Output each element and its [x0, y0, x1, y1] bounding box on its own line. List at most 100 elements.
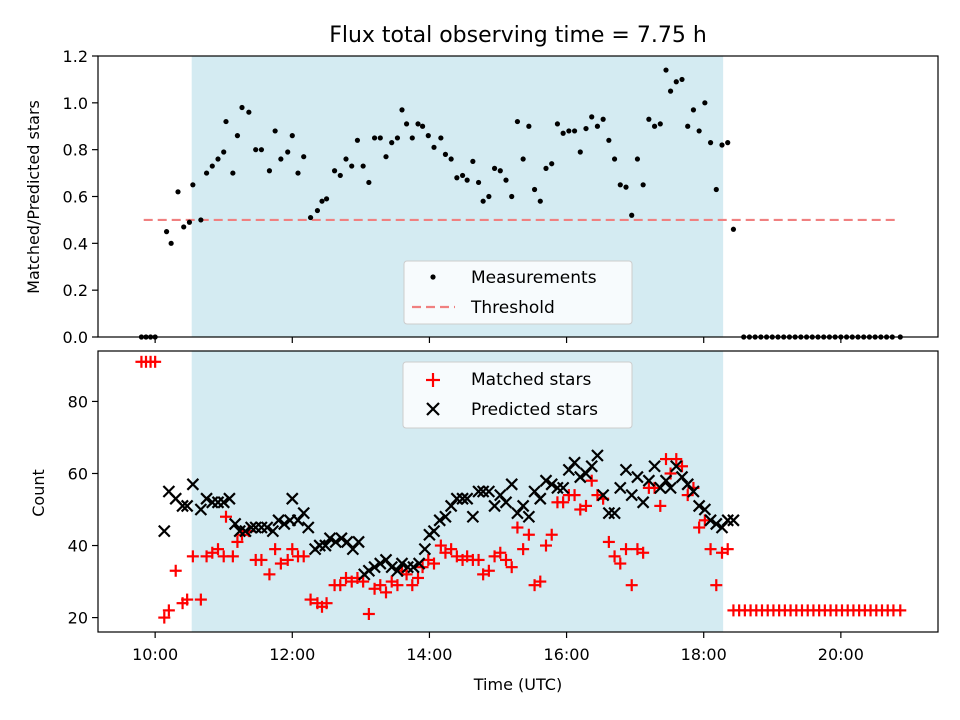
- measurement-point: [253, 147, 259, 153]
- measurement-point: [600, 116, 606, 122]
- matched-stars-point: [637, 546, 650, 559]
- measurement-point: [702, 100, 708, 106]
- measurement-point: [272, 128, 278, 134]
- matched-stars-point: [670, 453, 683, 466]
- predicted-stars-point: [539, 474, 553, 487]
- bottom-legend-box: [402, 361, 633, 429]
- matched-stars-point: [281, 553, 294, 566]
- predicted-stars-point: [206, 496, 219, 509]
- bottom-y-axis-label: Count: [29, 469, 48, 517]
- matched-stars-point: [169, 564, 182, 577]
- predicted-stars-point: [670, 460, 683, 473]
- measurement-point: [690, 107, 697, 113]
- top-y-axis-label: Matched/Predicted stars: [24, 100, 43, 294]
- predicted-stars-point: [395, 557, 409, 570]
- measurement-point: [526, 123, 532, 129]
- top-ytick-label: 1.2: [63, 47, 88, 66]
- predicted-stars-point: [642, 474, 656, 487]
- measurement-point: [725, 140, 731, 146]
- matched-stars-point: [620, 543, 632, 556]
- predicted-stars-point: [374, 557, 387, 570]
- matched-stars-point: [445, 543, 458, 556]
- measurement-point: [163, 229, 170, 235]
- matched-stars-point: [557, 496, 570, 509]
- measurement-point: [198, 217, 204, 223]
- predicted-stars-point: [278, 517, 291, 531]
- legend-measurements-label: Measurements: [471, 268, 597, 288]
- matched-stars-point: [149, 355, 162, 368]
- predicted-stars-point: [239, 524, 252, 538]
- xtick-label: 12:00: [269, 645, 315, 664]
- predicted-stars-point: [704, 514, 717, 527]
- predicted-stars-point: [228, 517, 242, 531]
- measurement-point: [531, 186, 538, 193]
- predicted-stars-point: [323, 532, 337, 545]
- top-ytick-label: 0.8: [63, 141, 88, 160]
- measurement-point: [221, 149, 227, 155]
- matched-stars-point: [428, 557, 440, 570]
- measurement-point: [307, 214, 314, 221]
- legend-matched-marker: [426, 373, 440, 387]
- predicted-stars-point: [602, 506, 616, 520]
- predicted-stars-point: [391, 564, 404, 578]
- bottom-y-ticks: 20 40 60 80: [68, 392, 98, 628]
- matched-stars-point: [181, 593, 194, 606]
- measurement-point: [419, 123, 426, 129]
- measurement-point: [215, 156, 221, 162]
- measurement-point: [514, 118, 521, 125]
- xtick-label: 14:00: [406, 645, 452, 664]
- top-x-ticks: [154, 337, 842, 343]
- predicted-stars-point: [556, 481, 570, 495]
- predicted-stars-point: [223, 492, 236, 505]
- matched-stars-point: [412, 571, 424, 584]
- predicted-stars-point: [200, 492, 213, 505]
- matched-stars-point: [704, 543, 717, 556]
- measurement-point: [537, 198, 543, 204]
- measurement-point: [497, 168, 503, 174]
- measurement-point: [323, 196, 330, 202]
- predicted-stars-point: [272, 514, 285, 527]
- measurement-point: [571, 128, 578, 134]
- predicted-stars-point: [433, 514, 446, 527]
- matched-stars-point: [660, 453, 672, 466]
- measurement-point: [234, 133, 241, 139]
- measurement-point: [464, 177, 470, 183]
- measurement-point: [295, 170, 301, 176]
- measurement-point: [606, 137, 612, 143]
- measurement-point: [343, 156, 349, 162]
- measurement-point: [230, 170, 236, 176]
- measurement-point: [399, 107, 405, 113]
- measurement-point: [409, 135, 415, 141]
- measurement-point: [175, 189, 181, 195]
- measurement-point: [617, 182, 623, 188]
- measurement-point: [438, 135, 444, 141]
- top-ytick-label: 1.0: [63, 94, 88, 113]
- measurement-point: [459, 172, 466, 179]
- predicted-stars-point: [255, 521, 268, 534]
- measurement-point: [181, 224, 187, 230]
- predicted-stars-point: [687, 485, 700, 498]
- predicted-stars-point: [176, 499, 189, 513]
- matched-stars-point: [625, 579, 638, 592]
- top-y-ticks: 0.0 0.2 0.4 0.6 0.8 1.0 1.2: [63, 47, 98, 347]
- predicted-stars-point: [180, 499, 194, 513]
- predicted-stars-point: [186, 478, 200, 491]
- matched-stars-point: [380, 586, 392, 599]
- measurement-point: [239, 104, 245, 111]
- matched-stars-point: [681, 489, 694, 502]
- measurement-point: [415, 121, 421, 127]
- bottom-ytick-label: 80: [68, 392, 88, 411]
- predicted-stars-point: [476, 485, 490, 498]
- measurement-point: [289, 133, 295, 139]
- measurement-point: [278, 156, 284, 162]
- predicted-stars-point: [625, 488, 638, 502]
- measurement-point: [186, 219, 193, 225]
- matched-stars-point: [585, 474, 598, 487]
- predicted-stars-point: [545, 478, 558, 491]
- predicted-stars-point: [692, 499, 706, 513]
- predicted-stars-point: [352, 535, 365, 549]
- predicted-stars-point: [460, 492, 474, 505]
- predicted-stars-point: [407, 560, 420, 574]
- measurement-point: [543, 165, 549, 171]
